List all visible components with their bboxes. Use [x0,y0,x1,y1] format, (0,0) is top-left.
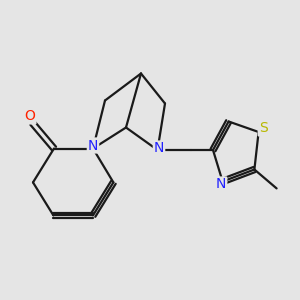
Text: O: O [25,110,35,123]
Text: N: N [216,178,226,191]
Text: N: N [88,139,98,152]
Text: N: N [154,142,164,155]
Text: S: S [259,122,268,135]
